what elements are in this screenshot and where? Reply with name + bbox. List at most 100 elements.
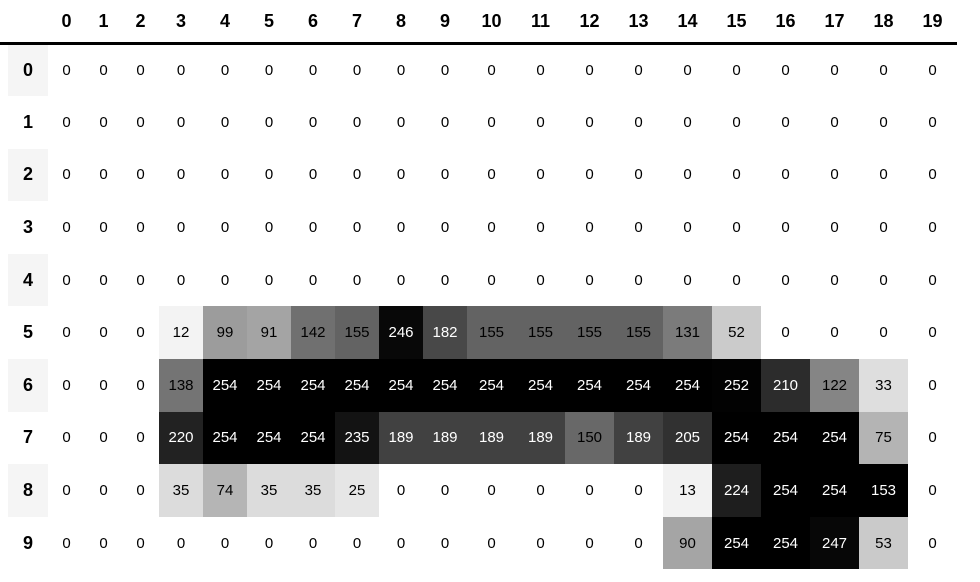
matrix-cell: 0 (396, 482, 406, 500)
column-header: 13 (614, 0, 663, 45)
matrix-cell: 254 (810, 464, 859, 517)
matrix-cell: 254 (663, 359, 712, 412)
matrix-cell: 254 (467, 359, 516, 412)
matrix-cell: 0 (352, 166, 362, 184)
column-header: 18 (859, 0, 908, 45)
matrix-cell: 0 (634, 113, 643, 131)
matrix-cell: 0 (440, 219, 450, 237)
matrix-cell: 138 (159, 359, 203, 412)
matrix-cell: 52 (712, 306, 761, 360)
row-header: 7 (8, 411, 48, 465)
matrix-cell: 0 (536, 482, 545, 500)
matrix-cell: 0 (487, 113, 496, 131)
matrix-cell: 0 (879, 219, 888, 237)
matrix-cell: 155 (335, 306, 379, 360)
row-header-inset (0, 516, 8, 570)
matrix-cell: 0 (352, 271, 362, 289)
matrix-cell: 0 (440, 166, 450, 184)
matrix-cell: 0 (928, 429, 937, 447)
matrix-row: 6 0 0 0 138 254 254 254 254 254 254 254 254 254 254 254… (0, 359, 957, 412)
matrix-cell: 155 (614, 306, 663, 360)
matrix-cell: 205 (663, 411, 712, 465)
row-header: 1 (8, 96, 48, 149)
column-header: 9 (423, 0, 467, 45)
row-header-inset (0, 411, 8, 465)
matrix-row: 7 0 0 0 220 254 254 254 235 189 189 189 189 150 189 205… (0, 411, 957, 465)
column-header: 19 (908, 0, 957, 45)
matrix-cell: 0 (352, 534, 362, 552)
row-header-inset (0, 96, 8, 149)
matrix-cell: 0 (136, 324, 145, 342)
matrix-cell: 0 (487, 219, 496, 237)
matrix-cell: 0 (308, 62, 318, 80)
matrix-cell: 0 (928, 482, 937, 500)
matrix-cell: 0 (396, 113, 406, 131)
matrix-cell: 12 (159, 306, 203, 360)
matrix-cell: 0 (634, 482, 643, 500)
matrix-cell: 0 (99, 376, 108, 394)
matrix-cell: 254 (291, 411, 335, 465)
matrix-cell: 254 (761, 516, 810, 570)
matrix-cell: 0 (487, 534, 496, 552)
matrix-cell: 0 (830, 62, 839, 80)
matrix-cell: 0 (136, 534, 145, 552)
matrix-row: 8 0 0 0 35 74 35 35 25 0 0 0 0 0 0 13 224 254 254 153 0 (0, 464, 957, 517)
matrix-cell: 53 (859, 516, 908, 570)
column-header: 5 (247, 0, 291, 45)
matrix-cell: 247 (810, 516, 859, 570)
matrix-cell: 254 (203, 411, 247, 465)
matrix-cell: 254 (712, 516, 761, 570)
column-header: 12 (565, 0, 614, 45)
matrix-cell: 74 (203, 464, 247, 517)
matrix-cell: 0 (136, 271, 145, 289)
matrix-cell: 0 (536, 62, 545, 80)
matrix-cell: 0 (634, 219, 643, 237)
column-header: 15 (712, 0, 761, 45)
matrix-cell: 0 (264, 219, 274, 237)
matrix-cell: 0 (396, 534, 406, 552)
row-header-inset (0, 148, 8, 202)
matrix-cell: 0 (62, 166, 71, 184)
matrix-cell: 0 (928, 534, 937, 552)
matrix-cell: 153 (859, 464, 908, 517)
matrix-cell: 35 (159, 464, 203, 517)
row-header: 2 (8, 148, 48, 202)
matrix-cell: 0 (683, 166, 692, 184)
row-header-inset (0, 464, 8, 517)
matrix-cell: 0 (440, 482, 450, 500)
matrix-cell: 0 (879, 271, 888, 289)
matrix-cell: 0 (62, 62, 71, 80)
matrix-cell: 254 (810, 411, 859, 465)
column-header: 2 (122, 0, 159, 45)
matrix-cell: 254 (379, 359, 423, 412)
matrix-cell: 189 (423, 411, 467, 465)
matrix-cell: 131 (663, 306, 712, 360)
matrix-cell: 0 (536, 219, 545, 237)
matrix-cell: 0 (220, 534, 230, 552)
matrix-cell: 0 (308, 113, 318, 131)
matrix-cell: 0 (683, 62, 692, 80)
matrix-cell: 254 (614, 359, 663, 412)
row-header: 0 (8, 43, 48, 97)
matrix-cell: 0 (634, 62, 643, 80)
matrix-cell: 0 (220, 271, 230, 289)
matrix-cell: 0 (585, 113, 594, 131)
matrix-cell: 0 (136, 429, 145, 447)
column-header: 4 (203, 0, 247, 45)
matrix-cell: 0 (683, 113, 692, 131)
matrix-cell: 0 (928, 219, 937, 237)
matrix-cell: 35 (247, 464, 291, 517)
matrix-cell: 254 (247, 359, 291, 412)
matrix-cell: 254 (335, 359, 379, 412)
matrix-cell: 0 (440, 271, 450, 289)
matrix-cell: 189 (379, 411, 423, 465)
matrix-cell: 0 (136, 166, 145, 184)
matrix-cell: 0 (879, 113, 888, 131)
matrix-cell: 33 (859, 359, 908, 412)
matrix-cell: 0 (928, 166, 937, 184)
matrix-cell: 0 (732, 62, 741, 80)
matrix-cell: 0 (99, 429, 108, 447)
matrix-cell: 91 (247, 306, 291, 360)
matrix-cell: 0 (683, 271, 692, 289)
